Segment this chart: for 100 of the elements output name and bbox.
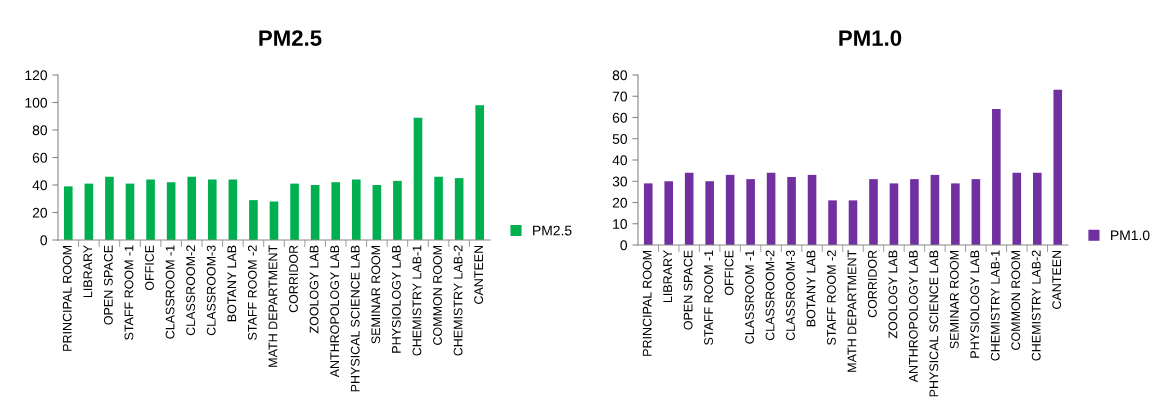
x-tick-label: CLASSROOM-3 bbox=[206, 245, 216, 336]
x-tick-label: CLASSROOM-2 bbox=[186, 245, 196, 336]
x-tick-label: CANTEEN bbox=[1052, 250, 1062, 309]
x-tick-label: STAFF ROOM -2 bbox=[827, 250, 836, 345]
bar bbox=[1053, 89, 1063, 245]
bar bbox=[207, 179, 217, 240]
y-tick-label: 10 bbox=[613, 219, 628, 229]
x-tick-label: CLASSROOM-3 bbox=[786, 250, 795, 341]
x-tick-label: PRINCIPAL ROOM bbox=[62, 245, 72, 351]
bar bbox=[746, 179, 755, 245]
x-tick-label: CORRIDOR bbox=[289, 245, 298, 313]
bar bbox=[187, 176, 197, 240]
bar bbox=[828, 200, 837, 245]
x-tick-label: COMMON ROOM bbox=[1011, 250, 1021, 350]
y-tick-label: 60 bbox=[32, 152, 48, 163]
y-tick-label: 60 bbox=[612, 112, 628, 123]
x-tick-label: CHEMISTRY LAB-2 bbox=[1031, 250, 1041, 361]
x-tick-label: CLASSROOM -1 bbox=[165, 245, 175, 339]
x-tick-label: OPEN SPACE bbox=[683, 250, 693, 330]
x-tick-label: CLASSROOM -1 bbox=[745, 250, 754, 344]
x-tick-label: MATH DEPARTMENT bbox=[268, 245, 278, 367]
chart-title: PM2.5 bbox=[259, 30, 322, 46]
bar bbox=[166, 182, 176, 240]
x-tick-label: LIBRARY bbox=[663, 250, 672, 303]
bar bbox=[228, 179, 238, 240]
x-tick-label: PHYSICAL SCIENCE LAB bbox=[929, 250, 939, 397]
bar bbox=[971, 179, 981, 245]
bar bbox=[1012, 172, 1022, 245]
bar bbox=[951, 183, 960, 245]
chart-title: PM1.0 bbox=[839, 30, 902, 46]
x-tick-label: CHEMISTRY LAB-2 bbox=[453, 245, 463, 356]
bar bbox=[807, 174, 817, 245]
y-tick-label: 70 bbox=[612, 91, 628, 102]
x-tick-label: CLASSROOM-2 bbox=[765, 250, 775, 341]
y-tick-label: 100 bbox=[25, 97, 48, 108]
x-tick-label: OPEN SPACE bbox=[103, 245, 113, 325]
y-tick-label: 40 bbox=[32, 180, 48, 191]
bar bbox=[766, 172, 776, 245]
x-tick-label: STAFF ROOM -1 bbox=[124, 245, 134, 340]
bar bbox=[125, 183, 135, 240]
bar bbox=[889, 183, 899, 245]
x-tick-label: ANTHROPOLOGY LAB bbox=[330, 245, 340, 378]
bar bbox=[787, 177, 796, 245]
bar bbox=[664, 181, 674, 245]
x-tick-label: CHEMISTRY LAB-1 bbox=[412, 245, 422, 356]
bar bbox=[992, 109, 1001, 245]
y-tick-label: 30 bbox=[612, 176, 628, 187]
x-tick-label: OFFICE bbox=[724, 250, 734, 296]
bar bbox=[63, 186, 73, 240]
bar bbox=[290, 183, 299, 240]
bar bbox=[705, 181, 714, 245]
x-tick-label: STAFF ROOM -1 bbox=[704, 250, 714, 345]
bar bbox=[643, 183, 653, 245]
x-tick-label: PHYSIOLOGY LAB bbox=[970, 250, 980, 358]
y-tick-label: 40 bbox=[612, 155, 628, 166]
x-tick-label: CHEMISTRY LAB-1 bbox=[990, 250, 1000, 361]
x-tick-label: PHYSIOLOGY LAB bbox=[391, 245, 401, 353]
x-tick-label: ZOOLOGY LAB bbox=[888, 250, 898, 339]
x-tick-label: STAFF ROOM -2 bbox=[247, 245, 257, 340]
bar bbox=[413, 117, 423, 240]
x-tick-label: ANTHROPOLOGY LAB bbox=[908, 250, 918, 383]
x-tick-label: MATH DEPARTMENT bbox=[847, 250, 857, 372]
y-tick-label: 80 bbox=[612, 70, 628, 81]
bar bbox=[725, 174, 735, 245]
y-tick-label: 0 bbox=[40, 235, 48, 246]
legend-label: PM1.0 bbox=[1111, 230, 1150, 241]
x-tick-label: OFFICE bbox=[145, 245, 154, 291]
bar bbox=[331, 182, 341, 240]
x-tick-label: ZOOLOGY LAB bbox=[309, 245, 319, 334]
x-tick-label: PRINCIPAL ROOM bbox=[642, 250, 652, 356]
bar bbox=[146, 179, 155, 240]
y-tick-label: 0 bbox=[620, 240, 628, 251]
bar bbox=[84, 183, 94, 240]
x-tick-label: LIBRARY bbox=[83, 245, 93, 298]
bar bbox=[869, 179, 878, 245]
legend-label: PM2.5 bbox=[533, 225, 572, 236]
bar bbox=[310, 185, 320, 240]
bar bbox=[434, 176, 443, 240]
y-tick-label: 20 bbox=[32, 207, 48, 218]
x-tick-label: CORRIDOR bbox=[867, 250, 877, 318]
x-tick-label: BOTANY LAB bbox=[227, 245, 237, 322]
bar bbox=[372, 185, 382, 240]
x-tick-label: SEMINAR ROOM bbox=[371, 245, 381, 344]
bar bbox=[454, 178, 464, 240]
bar bbox=[910, 179, 919, 245]
bar bbox=[1032, 172, 1042, 245]
bar bbox=[105, 176, 114, 240]
bar bbox=[249, 200, 258, 240]
x-tick-label: PHYSICAL SCIENCE LAB bbox=[350, 245, 360, 392]
x-tick-label: BOTANY LAB bbox=[806, 250, 816, 327]
bar bbox=[393, 180, 402, 240]
bar bbox=[475, 105, 485, 240]
x-tick-label: CANTEEN bbox=[474, 245, 484, 304]
y-tick-label: 20 bbox=[612, 197, 628, 208]
bar bbox=[848, 200, 858, 245]
y-tick-label: 80 bbox=[32, 125, 48, 136]
x-tick-label: COMMON ROOM bbox=[433, 245, 442, 345]
x-tick-label: SEMINAR ROOM bbox=[949, 250, 959, 349]
bar bbox=[351, 179, 361, 240]
bar bbox=[930, 174, 940, 245]
